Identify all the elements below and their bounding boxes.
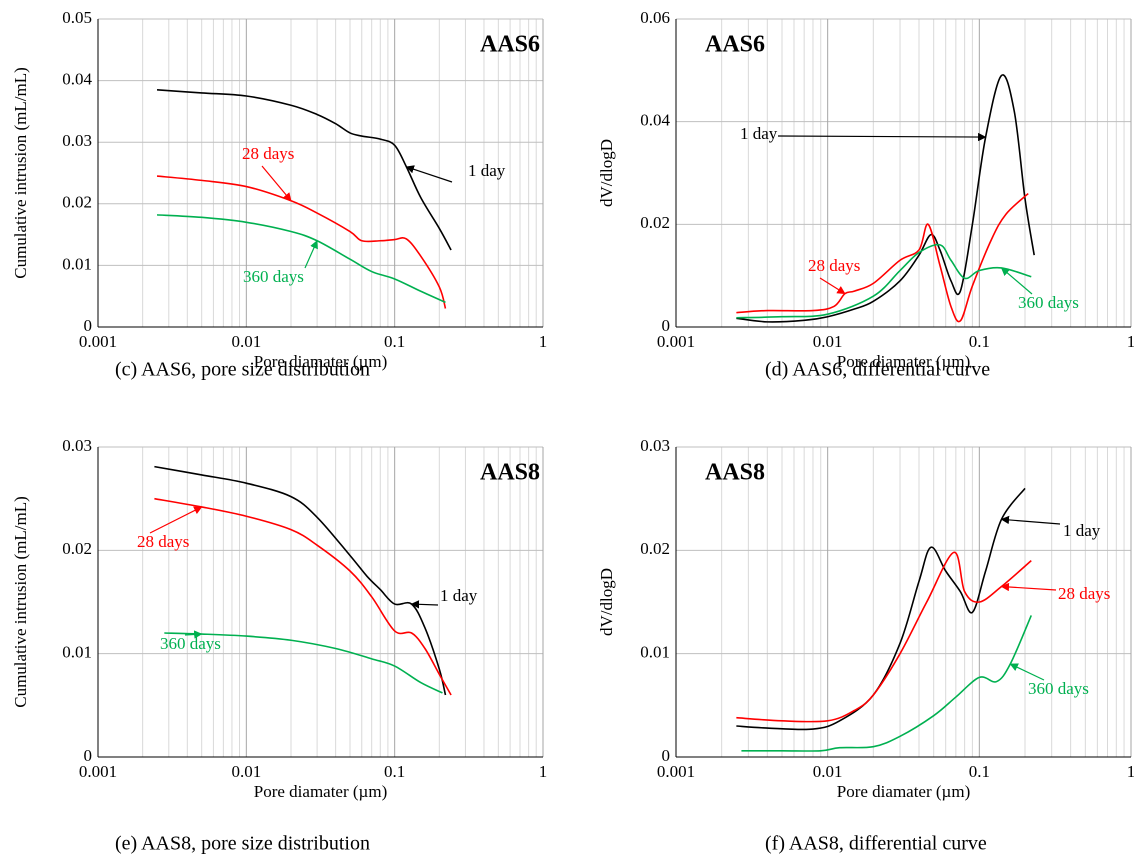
x-tick-label: 0.001	[79, 762, 117, 781]
caption: (d) AAS6, differential curve	[765, 359, 990, 381]
series-line	[156, 214, 446, 304]
x-axis-label: Pore diamater (µm)	[254, 352, 387, 371]
caption: (c) AAS6, pore size distribution	[115, 359, 370, 381]
series-label: 360 days	[243, 267, 304, 286]
series-label: 1 day	[1063, 521, 1101, 540]
x-axis-label: Pore diamater (µm)	[254, 782, 387, 801]
series-label: 28 days	[1058, 584, 1110, 603]
x-axis-label: Pore diamater (µm)	[837, 782, 970, 801]
series-line	[736, 551, 1032, 723]
y-tick-label: 0	[84, 746, 93, 765]
y-tick-label: 0	[662, 316, 671, 335]
series-line	[736, 74, 1035, 323]
series-line	[156, 175, 447, 309]
series-label: 1 day	[440, 586, 478, 605]
x-tick-label: 0.001	[657, 762, 695, 781]
y-tick-label: 0.02	[640, 539, 670, 558]
panel-title: AAS8	[705, 460, 765, 486]
y-tick-label: 0.03	[640, 436, 670, 455]
x-tick-label: 1	[1127, 332, 1134, 351]
y-tick-label: 0.06	[640, 8, 670, 27]
x-tick-label: 0.01	[231, 332, 261, 351]
y-axis-label: dV/dlogD	[597, 139, 616, 207]
y-tick-label: 0.01	[640, 643, 670, 662]
series-line	[736, 487, 1026, 731]
label-arrow	[819, 277, 846, 295]
label-arrow	[1000, 582, 1057, 592]
series-label: 1 day	[740, 124, 778, 143]
series-label: 360 days	[1018, 293, 1079, 312]
x-tick-label: 0.1	[969, 332, 990, 351]
label-arrow	[1000, 267, 1033, 295]
y-axis-label: Cumulative intrusion (mL/mL)	[11, 67, 30, 279]
x-tick-label: 1	[1127, 762, 1134, 781]
panel-title: AAS8	[480, 460, 540, 486]
x-tick-label: 0.01	[231, 762, 261, 781]
label-arrow	[1000, 515, 1061, 525]
series-line	[154, 465, 447, 696]
series-line	[154, 497, 452, 696]
y-tick-label: 0.04	[640, 111, 670, 130]
x-tick-label: 0.001	[657, 332, 695, 351]
y-axis-label: dV/dlogD	[597, 568, 616, 636]
series-line	[736, 243, 1032, 319]
y-tick-label: 0.03	[62, 436, 92, 455]
series-label: 360 days	[1028, 679, 1089, 698]
y-tick-label: 0.04	[62, 70, 92, 89]
y-tick-label: 0.01	[62, 643, 92, 662]
x-tick-label: 0.1	[384, 332, 405, 351]
x-tick-label: 1	[539, 332, 548, 351]
label-arrow	[261, 165, 292, 202]
series-line	[156, 89, 452, 251]
y-tick-label: 0.02	[62, 193, 92, 212]
x-tick-label: 0.01	[813, 332, 843, 351]
y-tick-label: 0	[662, 746, 671, 765]
series-label: 28 days	[242, 144, 294, 163]
series-line	[164, 632, 443, 694]
label-arrow	[149, 506, 203, 534]
label-arrow	[410, 600, 439, 609]
y-tick-label: 0.01	[62, 254, 92, 273]
label-arrow	[405, 165, 453, 183]
y-tick-label: 0	[84, 316, 93, 335]
panel-title: AAS6	[480, 32, 540, 58]
x-tick-label: 0.1	[969, 762, 990, 781]
label-arrow	[1009, 663, 1045, 681]
caption: (f) AAS8, differential curve	[765, 833, 987, 855]
y-tick-label: 0.02	[62, 539, 92, 558]
series-label: 28 days	[808, 256, 860, 275]
y-tick-label: 0.05	[62, 8, 92, 27]
x-axis-label: Pore diamater (µm)	[837, 352, 970, 371]
label-arrow	[304, 239, 318, 269]
label-arrow	[777, 132, 987, 142]
y-tick-label: 0.03	[62, 131, 92, 150]
series-line	[741, 615, 1033, 752]
x-tick-label: 1	[539, 762, 548, 781]
series-label: 28 days	[137, 532, 189, 551]
y-axis-label: Cumulative intrusion (mL/mL)	[11, 496, 30, 708]
x-tick-label: 0.001	[79, 332, 117, 351]
x-tick-label: 0.1	[384, 762, 405, 781]
caption: (e) AAS8, pore size distribution	[115, 833, 370, 855]
x-tick-label: 0.01	[813, 762, 843, 781]
label-arrow	[184, 630, 203, 639]
series-label: 360 days	[160, 634, 221, 653]
series-label: 1 day	[468, 161, 506, 180]
series-line	[736, 192, 1029, 323]
panel-title: AAS6	[705, 32, 765, 58]
y-tick-label: 0.02	[640, 213, 670, 232]
